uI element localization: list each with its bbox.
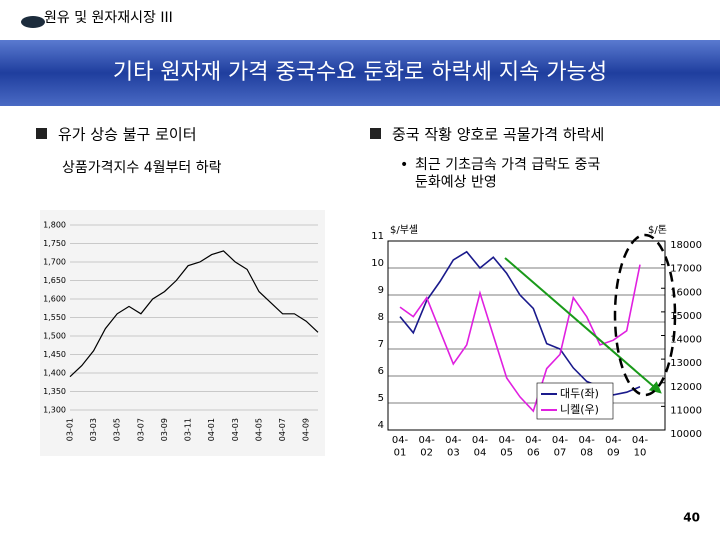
x-tick-label: 03-01 [66, 418, 75, 441]
slide-title: 기타 원자재 가격 중국수요 둔화로 하락세 지속 가능성 [113, 60, 607, 85]
right-bullet: 중국 작황 양호로 곡물가격 하락세 [392, 126, 604, 144]
section-title: 원유 및 원자재시장 III [44, 10, 173, 26]
x-tick-label: 03-09 [160, 418, 169, 441]
y-tick-label: 1,500 [43, 332, 66, 341]
left-sub: 상품가격지수 4월부터 하락 [62, 160, 222, 176]
legend-box [536, 382, 614, 420]
y-tick-label: 1,400 [43, 369, 66, 378]
page-number: 40 [683, 511, 700, 525]
y2-tick-label: 15000 [670, 311, 702, 322]
legend-label: 대두(좌) [560, 387, 599, 400]
data-line [399, 264, 641, 413]
sub-bullet-dot: • [400, 157, 408, 173]
y2-tick-label: 12000 [670, 382, 702, 393]
y-tick-label: 1,450 [43, 350, 66, 359]
y2-tick-label: 18000 [670, 240, 702, 251]
y-axis-label: $/부셸 [390, 224, 418, 236]
logo [21, 16, 45, 28]
x-tick-label: 04-06 [525, 435, 542, 459]
y-tick-label: 8 [378, 312, 384, 323]
y-tick-label: 1,650 [43, 276, 66, 285]
x-tick-label: 04-07 [278, 418, 287, 441]
y-tick-label: 1,700 [43, 258, 66, 267]
highlight-ellipse [613, 233, 677, 397]
y2-tick-label: 10000 [670, 429, 702, 440]
y2-tick-label: 17000 [670, 264, 702, 275]
x-tick-label: 04-04 [472, 435, 489, 459]
x-tick-label: 04-05 [254, 418, 263, 441]
y2-tick-label: 16000 [670, 287, 702, 298]
y-tick-label: 9 [378, 285, 384, 296]
right-sub: 최근 기초금속 가격 급락도 중국 둔화예상 반영 [415, 157, 600, 191]
x-tick-label: 04-10 [632, 435, 649, 459]
left-bullet: 유가 상승 불구 로이터 [58, 126, 197, 144]
data-line [69, 250, 319, 378]
y2-tick-label: 14000 [670, 335, 702, 346]
y-tick-label: 1,300 [43, 406, 66, 415]
x-tick-label: 03-03 [89, 418, 98, 441]
y2-tick-label: 11000 [670, 405, 702, 416]
x-tick-label: 04-03 [445, 435, 462, 459]
x-tick-label: 03-11 [184, 418, 193, 441]
y-tick-label: 1,350 [43, 387, 66, 396]
x-tick-label: 04-08 [578, 435, 595, 459]
x-tick-label: 03-05 [113, 418, 122, 441]
y-tick-label: 7 [378, 339, 384, 350]
data-line [399, 250, 641, 396]
bullet-icon [36, 128, 47, 139]
x-tick-label: 03-07 [136, 418, 145, 441]
x-tick-label: 04-05 [498, 435, 515, 459]
y-tick-label: 1,550 [43, 313, 66, 322]
y-tick-label: 10 [371, 258, 384, 269]
y-tick-label: 11 [371, 231, 384, 242]
y-tick-label: 1,750 [43, 239, 66, 248]
y-tick-label: 1,600 [43, 295, 66, 304]
bullet-icon [370, 128, 381, 139]
y-tick-label: 4 [378, 420, 384, 431]
legend-label: 니켈(우) [560, 403, 599, 416]
right-chart-frame [387, 240, 666, 431]
title-bar [0, 40, 720, 106]
y-tick-label: 6 [378, 366, 384, 377]
y-tick-label: 5 [378, 393, 384, 404]
x-tick-label: 04-07 [552, 435, 569, 459]
x-tick-label: 04-09 [605, 435, 622, 459]
x-tick-label: 04-09 [302, 418, 311, 441]
left-chart-bg [40, 210, 325, 456]
x-tick-label: 04-01 [392, 435, 409, 459]
y-tick-label: 1,800 [43, 221, 66, 230]
x-tick-label: 04-03 [231, 418, 240, 441]
x-tick-label: 04-02 [418, 435, 435, 459]
y2-axis-label: $/톤 [648, 224, 667, 236]
trend-arrow [504, 257, 662, 394]
y2-tick-label: 13000 [670, 358, 702, 369]
x-tick-label: 04-01 [207, 418, 216, 441]
